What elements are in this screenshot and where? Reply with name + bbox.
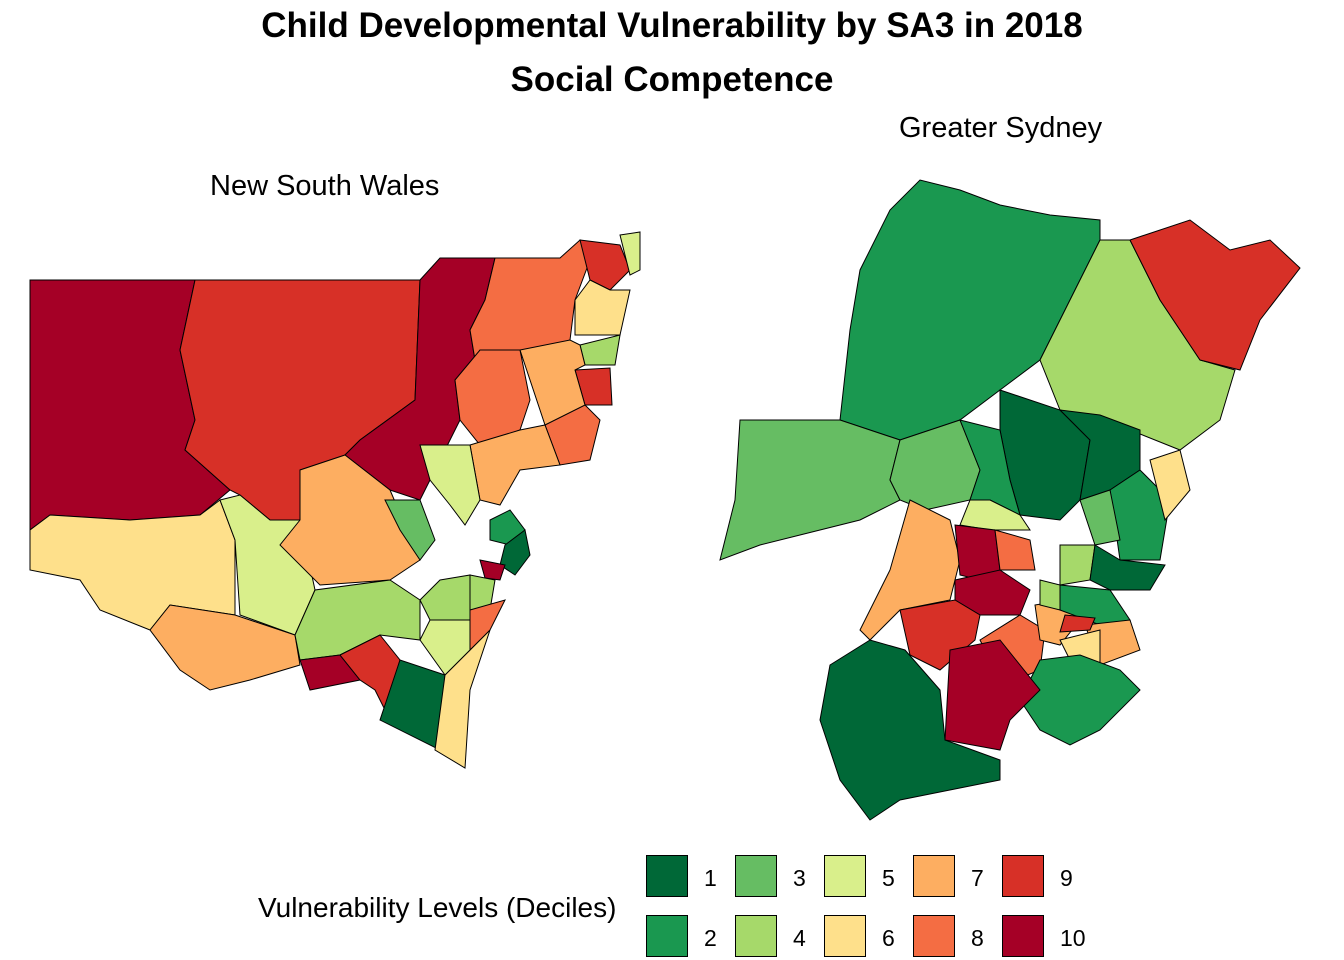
legend-label-4: 4 <box>793 925 806 951</box>
nsw-region-decile-9 <box>579 239 631 291</box>
sydney-region-decile-10 <box>944 639 1041 751</box>
sydney-region-decile-2 <box>1109 469 1171 561</box>
nsw-region-decile-5 <box>419 619 471 676</box>
nsw-region-decile-5 <box>419 444 481 526</box>
chart-subtitle: Social Competence <box>510 60 834 99</box>
nsw-region-decile-7 <box>149 604 301 691</box>
legend-key-10 <box>1002 915 1044 957</box>
chart-title: Child Developmental Vulnerability by SA3… <box>261 6 1083 45</box>
legend-key-7 <box>913 855 955 897</box>
legend-key-5 <box>824 855 866 897</box>
legend-label-10: 10 <box>1060 925 1086 951</box>
nsw-region-decile-4 <box>419 574 471 621</box>
legend-key-4 <box>735 915 777 957</box>
sydney-region-decile-3 <box>719 419 901 561</box>
sydney-region-decile-2 <box>1019 654 1141 746</box>
nsw-region-decile-5 <box>619 231 641 276</box>
sydney-region-decile-1 <box>1089 544 1166 591</box>
legend-label-8: 8 <box>971 925 984 951</box>
sydney-region-decile-3 <box>1079 489 1121 546</box>
sydney-region-decile-9 <box>1059 614 1096 633</box>
legend-label-1: 1 <box>704 865 717 891</box>
sydney-region-decile-8 <box>994 529 1036 571</box>
sydney-region-decile-4 <box>1039 579 1061 611</box>
nsw-region-decile-10 <box>479 559 506 581</box>
legend-label-5: 5 <box>882 865 895 891</box>
nsw-region-decile-7 <box>469 424 561 506</box>
legend-label-7: 7 <box>971 865 984 891</box>
sydney-region-decile-1 <box>819 639 1001 821</box>
legend-key-6 <box>824 915 866 957</box>
legend-label-2: 2 <box>704 925 717 951</box>
nsw-map <box>29 231 641 769</box>
nsw-region-decile-6 <box>574 279 631 336</box>
sydney-panel-title: Greater Sydney <box>899 112 1103 144</box>
legend-label-3: 3 <box>793 865 806 891</box>
sydney-region-decile-6 <box>1149 449 1191 522</box>
legend-key-8 <box>913 915 955 957</box>
nsw-region-decile-4 <box>579 334 621 366</box>
legend-label-6: 6 <box>882 925 895 951</box>
legend-key-1 <box>646 855 688 897</box>
legend-key-9 <box>1002 855 1044 897</box>
sydney-region-decile-9 <box>1129 219 1301 371</box>
legend-label-9: 9 <box>1060 865 1073 891</box>
nsw-region-decile-8 <box>469 599 506 652</box>
nsw-panel-title: New South Wales <box>210 170 440 202</box>
legend-key-3 <box>735 855 777 897</box>
nsw-region-decile-3 <box>384 499 436 561</box>
sydney-map <box>719 179 1301 821</box>
nsw-region-decile-1 <box>499 529 531 576</box>
legend-key-2 <box>646 915 688 957</box>
legend-title: Vulnerability Levels (Deciles) <box>258 892 617 923</box>
sydney-region-decile-5 <box>959 499 1031 531</box>
nsw-region-decile-8 <box>454 349 531 446</box>
